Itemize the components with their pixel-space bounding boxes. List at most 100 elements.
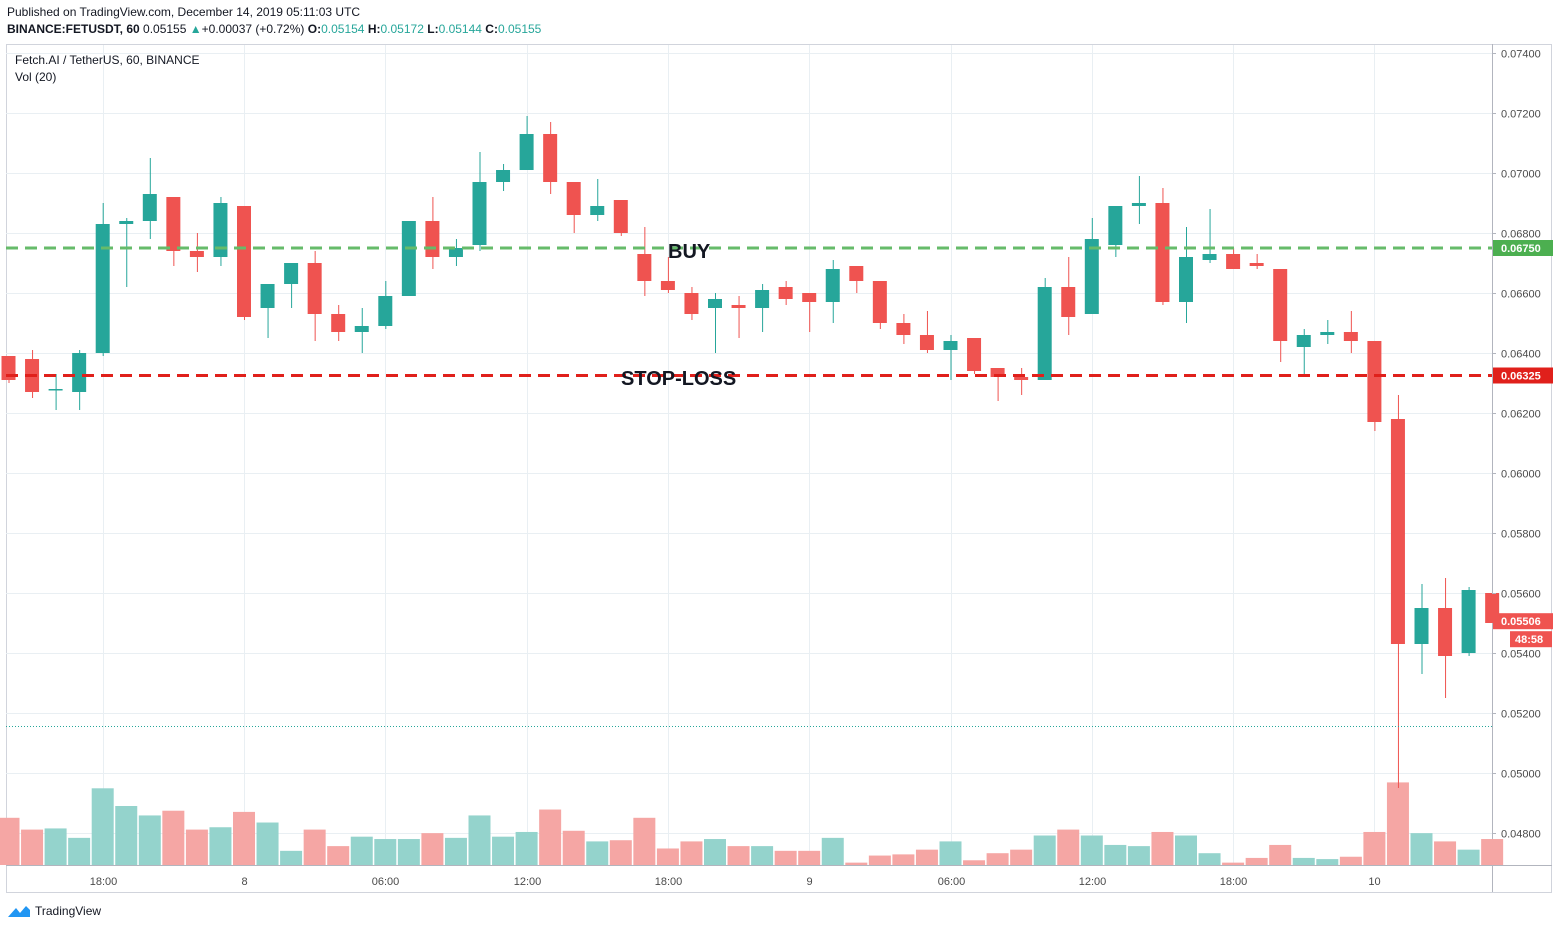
candle-body[interactable] (590, 206, 605, 215)
candle-body[interactable] (95, 224, 110, 353)
candle-body[interactable] (1296, 335, 1311, 347)
volume-bar (751, 846, 774, 865)
candle-body[interactable] (331, 314, 346, 332)
price-tick-label: 0.05400 (1501, 649, 1541, 661)
price-tick-label: 0.04800 (1501, 829, 1541, 841)
candle-body[interactable] (990, 368, 1005, 377)
candle-body[interactable] (684, 293, 699, 314)
candle-body[interactable] (448, 248, 463, 257)
volume-bar (1481, 839, 1504, 865)
time-tick-label: 06:00 (372, 876, 400, 888)
candle-body[interactable] (1320, 332, 1335, 335)
close-value: 0.05155 (497, 22, 542, 36)
candle-body[interactable] (119, 221, 134, 224)
candle-body[interactable] (284, 263, 299, 284)
candle-body[interactable] (849, 266, 864, 281)
candle-body[interactable] (802, 293, 817, 302)
candles[interactable] (1, 116, 1500, 788)
candle-body[interactable] (1414, 608, 1429, 644)
candle-body[interactable] (967, 338, 982, 371)
volume-bar (492, 836, 515, 865)
tradingview-brand[interactable]: TradingView (7, 903, 101, 919)
candle-body[interactable] (496, 170, 511, 182)
volume-bar (280, 850, 303, 865)
time-axis[interactable]: 18:00 8 06:00 12:00 18:00 9 06:00 12:00 18:00 10 (90, 876, 1381, 888)
candle-body[interactable] (354, 326, 369, 332)
candle-body[interactable] (1367, 341, 1382, 422)
candle-body[interactable] (1438, 608, 1453, 656)
candle-body[interactable] (48, 389, 63, 391)
buy-price-tag: 0.06750 (1501, 243, 1541, 255)
candle-body[interactable] (1108, 206, 1123, 245)
candle-body[interactable] (731, 305, 746, 308)
candle-body[interactable] (1179, 257, 1193, 302)
candle-body[interactable] (896, 323, 911, 335)
candle-body[interactable] (637, 254, 652, 281)
candle-body[interactable] (307, 263, 322, 314)
candle-body[interactable] (1226, 254, 1241, 269)
candle-body[interactable] (613, 200, 628, 233)
volume-bar (633, 817, 656, 865)
price-tick-label: 0.05000 (1501, 769, 1541, 781)
price-axis[interactable]: 0.07400 0.07200 0.07000 0.06800 0.06600 0.064… (1492, 49, 1553, 841)
candle-body[interactable] (1037, 287, 1052, 380)
candle-body[interactable] (1343, 332, 1358, 341)
volume-bar (1363, 831, 1386, 865)
candle-body[interactable] (237, 206, 251, 317)
price-tick-label: 0.06000 (1501, 469, 1541, 481)
volume-bar (868, 855, 891, 865)
stop-loss-price-tag: 0.06325 (1501, 371, 1541, 383)
candle-body[interactable] (472, 182, 487, 245)
buy-annotation: BUY (668, 241, 711, 263)
candle-body[interactable] (1131, 203, 1146, 206)
candle-body[interactable] (1390, 419, 1405, 644)
volume-bars (0, 782, 1504, 865)
candle-body[interactable] (1084, 239, 1099, 314)
volume-bar (91, 788, 114, 865)
grid-lines (6, 45, 1492, 865)
volume-bar (68, 837, 91, 865)
volume-bar (586, 841, 609, 865)
candle-body[interactable] (142, 194, 157, 221)
candle-body[interactable] (213, 203, 228, 257)
volume-bar (1292, 857, 1315, 865)
candle-body[interactable] (1155, 203, 1170, 302)
volume-bar (303, 829, 326, 865)
candle-body[interactable] (1273, 269, 1288, 341)
candle-body[interactable] (755, 290, 770, 308)
last-price-tag-bg (1493, 613, 1553, 630)
candle-body[interactable] (166, 197, 181, 251)
candle-body[interactable] (1461, 590, 1476, 653)
candle-body[interactable] (872, 281, 887, 323)
candle-body[interactable] (1249, 263, 1264, 266)
volume-bar (21, 829, 44, 865)
candle-body[interactable] (825, 269, 840, 302)
candle-body[interactable] (1202, 254, 1217, 260)
published-info: Published on TradingView.com, December 1… (7, 5, 361, 19)
open-value: 0.05154 (321, 22, 365, 36)
volume-bar (1457, 849, 1480, 865)
candle-body[interactable] (1014, 377, 1029, 380)
price-tick-label: 0.07400 (1501, 49, 1541, 61)
candle-body[interactable] (1061, 287, 1076, 317)
candle-body[interactable] (543, 134, 558, 182)
volume-bar (915, 849, 938, 865)
candle-body[interactable] (189, 251, 204, 257)
candle-body[interactable] (566, 182, 581, 215)
candle-body[interactable] (260, 284, 275, 308)
candle-body[interactable] (708, 299, 722, 308)
candle-body[interactable] (519, 134, 534, 170)
candle-body[interactable] (72, 353, 87, 392)
volume-bar (1033, 835, 1056, 865)
candle-body[interactable] (425, 221, 440, 257)
volume-bar (1339, 856, 1362, 865)
candle-body[interactable] (660, 281, 675, 290)
candle-body[interactable] (919, 335, 934, 350)
candle-body[interactable] (778, 287, 793, 299)
candle-body[interactable] (378, 296, 393, 326)
candle-body[interactable] (401, 221, 416, 296)
candle-body[interactable] (943, 341, 958, 350)
volume-bar (656, 848, 679, 865)
price-tick-label: 0.05800 (1501, 529, 1541, 541)
